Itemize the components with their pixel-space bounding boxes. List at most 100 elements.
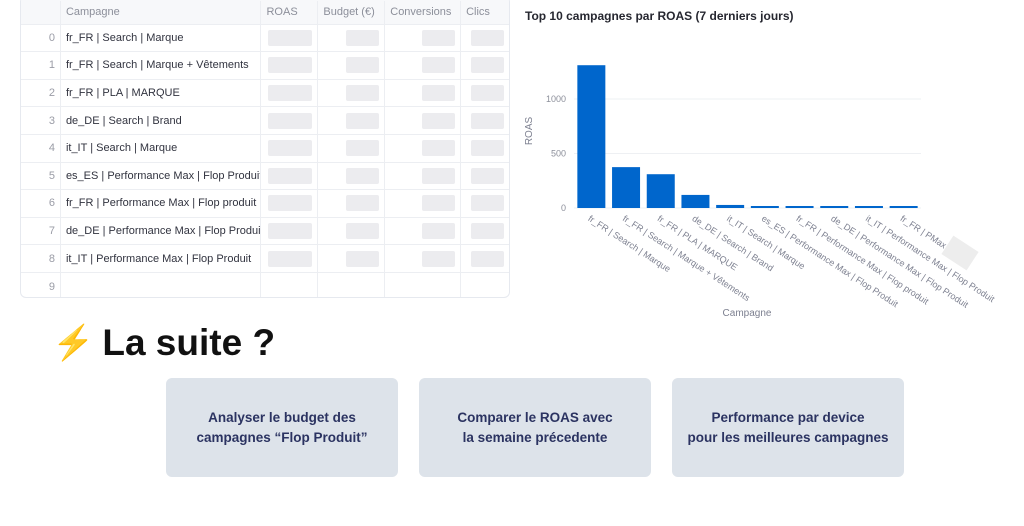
cell-clics[interactable] xyxy=(461,80,509,107)
bar[interactable] xyxy=(820,206,849,208)
cell-budget[interactable] xyxy=(318,245,386,272)
redacted-value xyxy=(471,195,504,212)
cell-conversions[interactable] xyxy=(385,107,462,134)
cell-roas[interactable] xyxy=(261,24,319,52)
cell-clics[interactable] xyxy=(461,52,509,79)
col-clics[interactable]: Clics xyxy=(466,6,490,19)
cell-campagne[interactable]: de_DE | Performance Max | Flop Produit xyxy=(61,217,262,245)
row-index[interactable]: 3 xyxy=(21,107,61,134)
redacted-value xyxy=(268,29,313,46)
bar[interactable] xyxy=(716,204,745,208)
row-index[interactable]: 2 xyxy=(21,79,61,107)
table-row[interactable]: 4 it_IT | Search | Marque xyxy=(21,134,509,163)
suggestion-card-device[interactable]: Performance par device pour les meilleure… xyxy=(672,378,904,477)
cell-conversions[interactable] xyxy=(385,134,462,162)
bar[interactable] xyxy=(612,167,641,208)
cell-clics[interactable] xyxy=(461,245,509,272)
table-row[interactable]: 6 fr_FR | Performance Max | Flop produit xyxy=(21,190,509,218)
cell-clics[interactable] xyxy=(461,218,509,245)
cell-budget[interactable] xyxy=(318,272,386,297)
cell-roas[interactable] xyxy=(261,107,319,134)
bar[interactable] xyxy=(681,194,710,208)
bar[interactable] xyxy=(785,206,814,208)
cell-clics[interactable] xyxy=(461,163,509,190)
redacted-value xyxy=(471,167,504,184)
col-roas[interactable]: ROAS xyxy=(261,1,319,24)
cell-campagne[interactable] xyxy=(61,272,262,297)
cell-conversions[interactable] xyxy=(385,24,462,52)
cell-roas[interactable] xyxy=(261,162,319,190)
cell-clics[interactable] xyxy=(461,25,509,52)
cell-conversions[interactable] xyxy=(385,52,462,79)
col-conversions[interactable]: Conversions xyxy=(385,1,462,24)
col-budget[interactable]: Budget (€) xyxy=(318,1,386,24)
table-row[interactable]: 0 fr_FR | Search | Marque xyxy=(21,24,509,53)
cell-campagne[interactable]: es_ES | Performance Max | Flop Produit xyxy=(61,162,262,190)
bar[interactable] xyxy=(889,206,918,208)
cell-conversions[interactable] xyxy=(385,245,462,272)
cell-budget[interactable] xyxy=(318,24,386,52)
table-row[interactable]: 3 de_DE | Search | Brand xyxy=(21,107,509,135)
col-index[interactable] xyxy=(21,1,61,24)
suggestion-card-compare-roas[interactable]: Comparer le ROAS avec la semaine préceden… xyxy=(419,378,651,477)
cell-budget[interactable] xyxy=(318,107,386,134)
table-row[interactable]: 7 de_DE | Performance Max | Flop Produit xyxy=(21,217,509,246)
cell-roas[interactable] xyxy=(261,134,319,162)
cell-clics[interactable] xyxy=(461,107,509,134)
table-row[interactable]: 8 it_IT | Performance Max | Flop Produit xyxy=(21,245,509,273)
y-tick-label: 500 xyxy=(551,149,566,159)
cell-budget[interactable] xyxy=(318,79,386,107)
cell-clics[interactable] xyxy=(461,190,509,217)
redacted-value xyxy=(471,112,504,129)
cell-conversions[interactable] xyxy=(385,79,462,107)
cell-campagne[interactable]: fr_FR | Search | Marque xyxy=(61,24,262,52)
row-index[interactable]: 7 xyxy=(21,217,61,245)
bar[interactable] xyxy=(577,65,606,209)
redacted-value xyxy=(346,167,380,184)
suggestion-card-budget[interactable]: Analyser le budget des campagnes “Flop Pr… xyxy=(166,378,398,477)
cell-roas[interactable] xyxy=(261,190,319,217)
table-row[interactable]: 5 es_ES | Performance Max | Flop Produit xyxy=(21,162,509,191)
cell-campagne[interactable]: it_IT | Search | Marque xyxy=(61,134,262,162)
cell-budget[interactable] xyxy=(318,134,386,162)
cell-budget[interactable] xyxy=(318,217,386,245)
cell-conversions[interactable] xyxy=(385,190,462,217)
cell-campagne[interactable]: fr_FR | Performance Max | Flop produit xyxy=(61,190,262,217)
cell-clics[interactable] xyxy=(461,135,509,162)
row-index[interactable]: 5 xyxy=(21,162,61,190)
section-title: La suite ? xyxy=(102,322,276,363)
row-index[interactable]: 1 xyxy=(21,52,61,79)
cell-campagne[interactable]: de_DE | Search | Brand xyxy=(61,107,262,134)
cell-roas[interactable] xyxy=(261,52,319,79)
card-text: Analyser le budget des xyxy=(208,409,356,425)
cell-conversions[interactable] xyxy=(385,162,462,190)
bar[interactable] xyxy=(750,206,779,208)
cell-budget[interactable] xyxy=(318,190,386,217)
row-index[interactable]: 8 xyxy=(21,245,61,272)
cell-budget[interactable] xyxy=(318,52,386,79)
bar[interactable] xyxy=(854,206,883,208)
table-row[interactable]: 1 fr_FR | Search | Marque + Vêtements xyxy=(21,52,509,80)
row-index[interactable]: 4 xyxy=(21,134,61,162)
row-index[interactable]: 9 xyxy=(21,272,61,297)
cell-clics[interactable] xyxy=(461,273,509,297)
redacted-value xyxy=(346,195,380,212)
cell-roas[interactable] xyxy=(261,217,319,245)
table-row[interactable]: 2 fr_FR | PLA | MARQUE xyxy=(21,79,509,108)
table-row[interactable]: 9 xyxy=(21,272,509,297)
card-text: Comparer le ROAS avec xyxy=(457,409,613,425)
redacted-value xyxy=(268,195,313,212)
col-campagne[interactable]: Campagne xyxy=(61,1,262,24)
cell-roas[interactable] xyxy=(261,79,319,107)
bar[interactable] xyxy=(646,174,675,208)
cell-budget[interactable] xyxy=(318,162,386,190)
cell-campagne[interactable]: fr_FR | PLA | MARQUE xyxy=(61,79,262,107)
cell-campagne[interactable]: it_IT | Performance Max | Flop Produit xyxy=(61,245,262,272)
cell-conversions[interactable] xyxy=(385,272,462,297)
row-index[interactable]: 0 xyxy=(21,24,61,52)
cell-conversions[interactable] xyxy=(385,217,462,245)
cell-roas[interactable] xyxy=(261,272,319,297)
cell-campagne[interactable]: fr_FR | Search | Marque + Vêtements xyxy=(61,52,262,79)
cell-roas[interactable] xyxy=(261,245,319,272)
row-index[interactable]: 6 xyxy=(21,190,61,217)
